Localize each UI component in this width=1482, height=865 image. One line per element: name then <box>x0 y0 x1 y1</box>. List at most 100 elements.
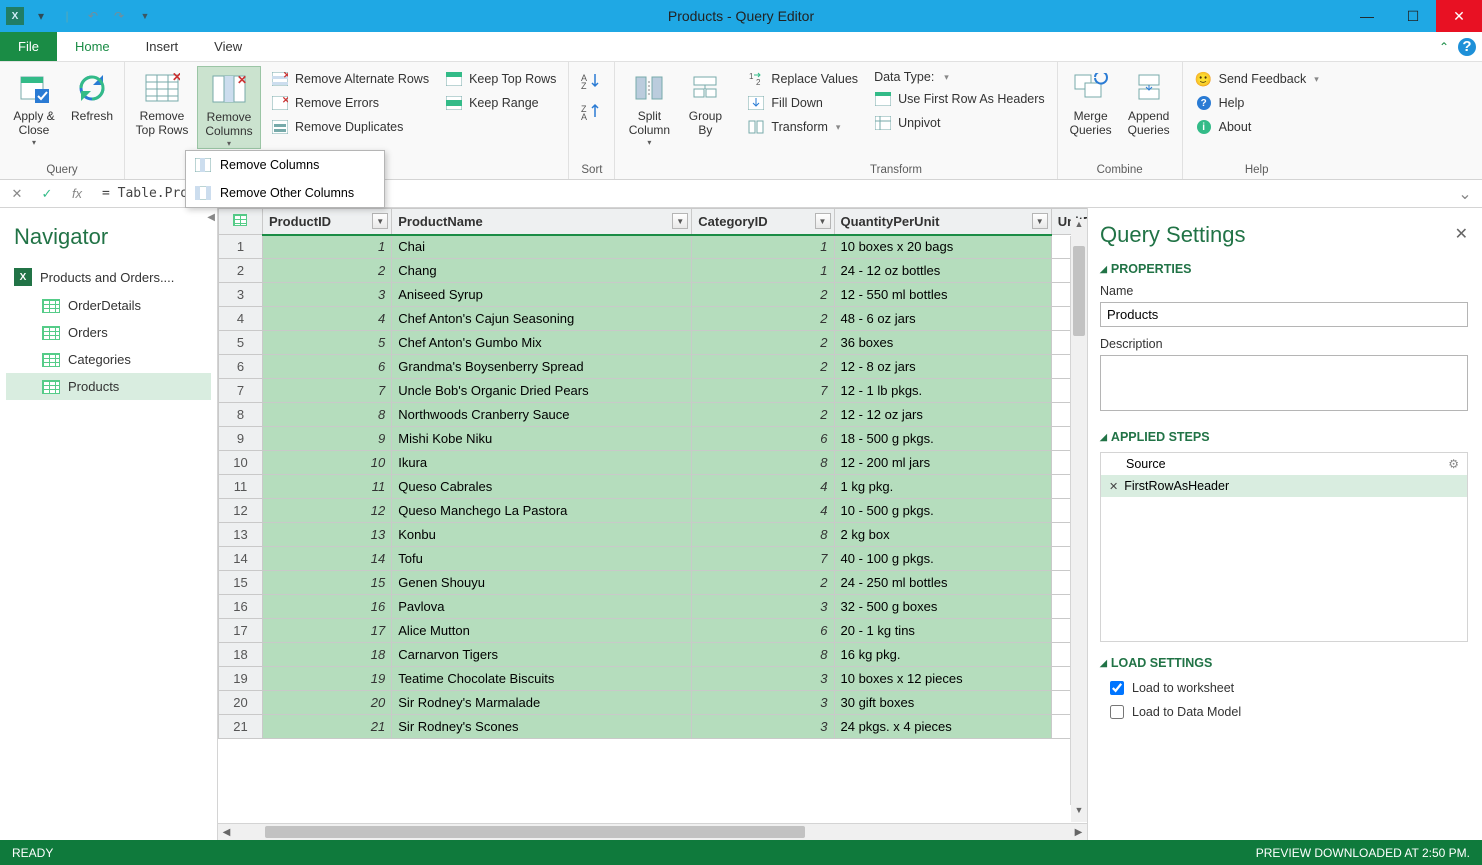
cell[interactable]: 3 <box>692 715 834 739</box>
cell[interactable]: Northwoods Cranberry Sauce <box>392 403 692 427</box>
keep-range-button[interactable]: Keep Range <box>439 92 562 114</box>
tab-view[interactable]: View <box>196 32 260 61</box>
cell[interactable]: 2 kg box <box>834 523 1051 547</box>
cell[interactable]: 10 <box>262 451 391 475</box>
remove-alternate-rows-button[interactable]: ✕Remove Alternate Rows <box>265 68 435 90</box>
column-header-quantityperunit[interactable]: QuantityPerUnit▼ <box>834 209 1051 235</box>
cell[interactable]: Chai <box>392 235 692 259</box>
settings-close-icon[interactable]: ✕ <box>1455 224 1468 244</box>
cell[interactable]: 10 boxes x 12 pieces <box>834 667 1051 691</box>
append-queries-button[interactable]: Append Queries <box>1122 66 1176 138</box>
cell[interactable]: 3 <box>692 595 834 619</box>
merge-queries-button[interactable]: Merge Queries <box>1064 66 1118 138</box>
row-number[interactable]: 5 <box>219 331 263 355</box>
qat-save-icon[interactable]: ▾ <box>30 5 52 27</box>
column-header-productname[interactable]: ProductName▼ <box>392 209 692 235</box>
cell[interactable]: 16 <box>262 595 391 619</box>
formula-cancel-icon[interactable]: ✕ <box>6 186 28 202</box>
cell[interactable]: 12 - 550 ml bottles <box>834 283 1051 307</box>
cell[interactable]: 13 <box>262 523 391 547</box>
cell[interactable]: 30 gift boxes <box>834 691 1051 715</box>
cell[interactable]: 18 - 500 g pkgs. <box>834 427 1051 451</box>
cell[interactable]: 1 kg pkg. <box>834 475 1051 499</box>
first-row-headers-button[interactable]: Use First Row As Headers <box>868 88 1051 110</box>
properties-collapse-icon[interactable]: ◢ <box>1100 264 1107 275</box>
cell[interactable]: Carnarvon Tigers <box>392 643 692 667</box>
cell[interactable]: 8 <box>692 643 834 667</box>
cell[interactable]: 32 - 500 g boxes <box>834 595 1051 619</box>
cell[interactable]: 2 <box>262 259 391 283</box>
cell[interactable]: 3 <box>262 283 391 307</box>
cell[interactable]: Aniseed Syrup <box>392 283 692 307</box>
formula-expand-icon[interactable]: ⌄ <box>1454 184 1476 204</box>
row-number[interactable]: 3 <box>219 283 263 307</box>
row-number[interactable]: 20 <box>219 691 263 715</box>
load-datamodel-option[interactable]: Load to Data Model <box>1100 702 1468 722</box>
fill-down-button[interactable]: Fill Down <box>741 92 864 114</box>
cell[interactable]: 8 <box>692 523 834 547</box>
corner-cell[interactable] <box>219 209 263 235</box>
row-number[interactable]: 13 <box>219 523 263 547</box>
cell[interactable]: 17 <box>262 619 391 643</box>
minimize-button[interactable]: — <box>1344 0 1390 32</box>
cell[interactable]: Konbu <box>392 523 692 547</box>
cell[interactable]: 1 <box>692 259 834 283</box>
cell[interactable]: 1 <box>262 235 391 259</box>
cell[interactable]: 24 - 12 oz bottles <box>834 259 1051 283</box>
vscroll-thumb[interactable] <box>1073 246 1085 336</box>
row-number[interactable]: 9 <box>219 427 263 451</box>
refresh-button[interactable]: Refresh <box>66 66 118 124</box>
cell[interactable]: 10 - 500 g pkgs. <box>834 499 1051 523</box>
delete-step-icon[interactable]: ✕ <box>1109 480 1118 493</box>
collapse-ribbon-icon[interactable]: ⌃ <box>1430 32 1458 61</box>
cell[interactable]: 24 pkgs. x 4 pieces <box>834 715 1051 739</box>
row-number[interactable]: 17 <box>219 619 263 643</box>
row-number[interactable]: 11 <box>219 475 263 499</box>
cell[interactable]: 7 <box>692 547 834 571</box>
row-number[interactable]: 6 <box>219 355 263 379</box>
nav-item-orderdetails[interactable]: OrderDetails <box>6 292 211 319</box>
cell[interactable]: 14 <box>262 547 391 571</box>
data-grid[interactable]: ProductID▼ProductName▼CategoryID▼Quantit… <box>218 208 1087 739</box>
cell[interactable]: 3 <box>692 691 834 715</box>
load-worksheet-checkbox[interactable] <box>1110 681 1124 695</box>
help-icon[interactable]: ? <box>1458 38 1476 56</box>
cell[interactable]: 16 kg pkg. <box>834 643 1051 667</box>
cell[interactable]: Uncle Bob's Organic Dried Pears <box>392 379 692 403</box>
cell[interactable]: 20 <box>262 691 391 715</box>
keep-top-rows-button[interactable]: Keep Top Rows <box>439 68 562 90</box>
filter-icon[interactable]: ▼ <box>815 213 831 229</box>
row-number[interactable]: 8 <box>219 403 263 427</box>
row-number[interactable]: 18 <box>219 643 263 667</box>
cell[interactable]: Ikura <box>392 451 692 475</box>
cell[interactable]: Teatime Chocolate Biscuits <box>392 667 692 691</box>
remove-columns-button[interactable]: ✕ Remove Columns ▾ <box>197 66 261 149</box>
cell[interactable]: 15 <box>262 571 391 595</box>
sort-desc-button[interactable]: ZA <box>581 103 603 126</box>
qat-undo-icon[interactable]: ↶ <box>82 5 104 27</box>
cell[interactable]: 2 <box>692 403 834 427</box>
row-number[interactable]: 12 <box>219 499 263 523</box>
row-number[interactable]: 1 <box>219 235 263 259</box>
formula-accept-icon[interactable]: ✓ <box>36 186 58 202</box>
nav-item-categories[interactable]: Categories <box>6 346 211 373</box>
row-number[interactable]: 15 <box>219 571 263 595</box>
cell[interactable]: 7 <box>262 379 391 403</box>
column-header-productid[interactable]: ProductID▼ <box>262 209 391 235</box>
maximize-button[interactable]: ☐ <box>1390 0 1436 32</box>
tab-insert[interactable]: Insert <box>128 32 197 61</box>
dropdown-remove-other-columns[interactable]: Remove Other Columns <box>186 179 384 207</box>
cell[interactable]: 18 <box>262 643 391 667</box>
remove-errors-button[interactable]: ✕Remove Errors <box>265 92 435 114</box>
cell[interactable]: Alice Mutton <box>392 619 692 643</box>
cell[interactable]: 12 <box>262 499 391 523</box>
nav-root[interactable]: X Products and Orders.... <box>6 262 211 292</box>
scroll-up-icon[interactable]: ▲ <box>1071 219 1087 236</box>
cell[interactable]: 4 <box>692 475 834 499</box>
step-gear-icon[interactable]: ⚙ <box>1448 457 1459 471</box>
row-number[interactable]: 7 <box>219 379 263 403</box>
cell[interactable]: 9 <box>262 427 391 451</box>
load-collapse-icon[interactable]: ◢ <box>1100 658 1107 669</box>
row-number[interactable]: 19 <box>219 667 263 691</box>
name-input[interactable] <box>1100 302 1468 327</box>
